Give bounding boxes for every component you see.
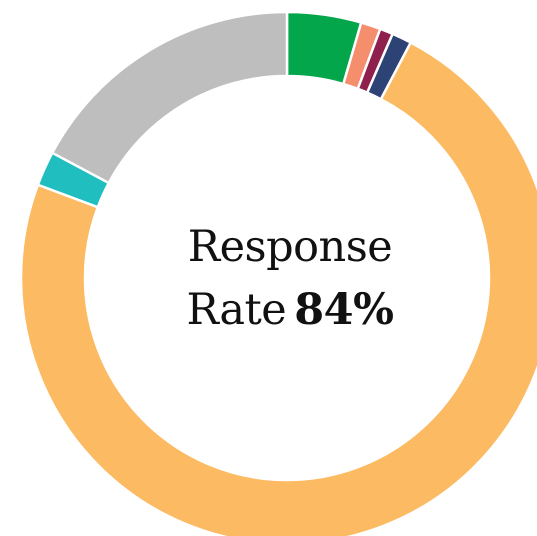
donut-slice-7 bbox=[51, 10, 289, 185]
center-label: Response Rate 84% bbox=[187, 216, 394, 342]
center-label-rate-text: Rate bbox=[186, 285, 287, 335]
response-rate-value: 84% bbox=[294, 285, 394, 335]
center-label-line1: Response bbox=[187, 222, 393, 272]
center-label-line2: Rate 84% bbox=[187, 279, 394, 342]
